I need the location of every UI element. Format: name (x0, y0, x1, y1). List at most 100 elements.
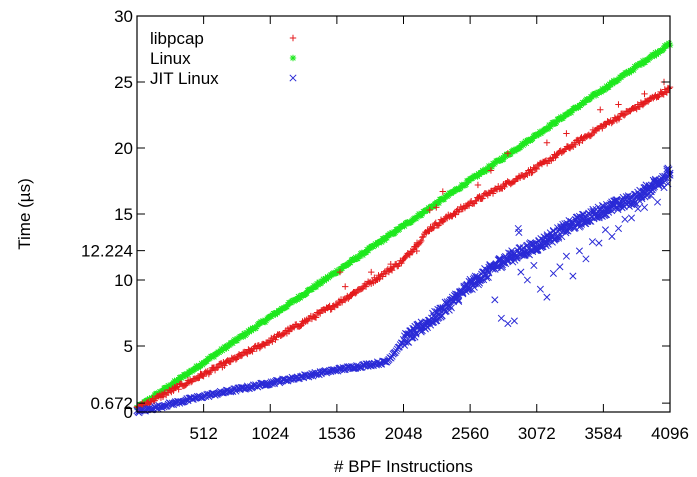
data-point (303, 290, 310, 297)
data-point (455, 297, 463, 306)
legend-label: libpcap (150, 29, 204, 48)
data-point-outlier (597, 106, 604, 113)
data-point-outlier (368, 268, 375, 276)
legend-marker (289, 34, 297, 42)
data-point (639, 101, 647, 109)
data-point (285, 328, 293, 335)
data-point-outlier (348, 291, 355, 298)
y-tick-label: 5 (124, 337, 133, 356)
data-point (197, 362, 204, 369)
data-point (387, 354, 395, 362)
data-point (391, 229, 399, 236)
data-point (253, 345, 260, 352)
data-point (318, 279, 325, 287)
data-point-outlier (615, 101, 622, 108)
data-point (522, 138, 529, 145)
data-point-outlier (474, 181, 482, 189)
data-point (542, 241, 550, 250)
data-point (364, 247, 372, 254)
data-point (392, 347, 400, 355)
data-point-outlier (410, 243, 418, 251)
data-point (452, 211, 459, 218)
data-point-outlier (517, 268, 525, 276)
data-point-outlier (653, 198, 662, 206)
data-point (420, 233, 427, 240)
data-point (609, 118, 616, 125)
data-point (416, 238, 424, 246)
data-point (556, 116, 563, 123)
data-point (455, 296, 463, 304)
data-point (338, 366, 346, 374)
data-point-outlier (582, 255, 590, 263)
x-axis-label: # BPF Instructions (334, 457, 473, 476)
data-point (529, 168, 536, 176)
legend-label: JIT Linux (150, 69, 219, 88)
data-point-outlier (387, 260, 394, 268)
data-point (246, 328, 253, 335)
data-point (141, 407, 149, 415)
data-point (309, 284, 317, 292)
data-point-outlier (433, 204, 440, 211)
data-point-outlier (569, 272, 577, 280)
data-point (163, 384, 171, 391)
data-point (200, 372, 207, 380)
data-point (581, 99, 588, 106)
data-point (217, 347, 224, 355)
data-point-outlier (536, 285, 544, 293)
data-point (182, 372, 190, 380)
data-point-outlier (491, 296, 499, 304)
data-point (533, 165, 540, 173)
data-point (658, 174, 666, 183)
data-point (665, 40, 673, 47)
x-tick-label: 1024 (251, 424, 289, 443)
data-point (297, 322, 304, 330)
data-point-outlier (608, 232, 616, 240)
data-point-outlier (556, 263, 564, 271)
data-point-outlier (647, 191, 655, 200)
legend-entry: JIT Linux (150, 69, 297, 88)
data-point-outlier (562, 252, 570, 260)
data-point (158, 404, 166, 412)
data-point (383, 234, 391, 242)
data-point-outlier (426, 206, 433, 214)
data-point-outlier (504, 150, 512, 157)
legend-marker (289, 74, 297, 82)
data-point-outlier (510, 317, 518, 325)
data-point (430, 203, 437, 210)
data-point (179, 398, 187, 406)
data-point (244, 350, 251, 358)
series-linux (133, 40, 674, 412)
data-point (419, 234, 426, 241)
y-tick-label: 15 (114, 205, 133, 224)
data-point (280, 330, 287, 338)
legend-marker (289, 54, 297, 62)
data-point (210, 353, 218, 361)
data-point (232, 356, 240, 363)
y-tick-label: 12.224 (81, 242, 133, 261)
data-point (459, 290, 467, 298)
data-point (362, 283, 370, 290)
data-point (592, 92, 600, 99)
data-point (662, 88, 670, 95)
data-point (159, 387, 167, 394)
data-point (233, 337, 241, 344)
data-point (473, 197, 480, 205)
data-point (244, 384, 252, 392)
data-point-outlier (439, 188, 446, 195)
x-tick-label: 3072 (518, 424, 556, 443)
data-point (206, 368, 214, 376)
data-point (244, 329, 251, 336)
data-point (356, 252, 363, 260)
x-tick-label: 2048 (385, 424, 423, 443)
data-point (345, 295, 352, 302)
data-point (430, 224, 437, 232)
data-point (520, 142, 527, 149)
data-point (552, 154, 559, 161)
data-point-outlier (601, 226, 610, 234)
data-point (312, 314, 320, 321)
data-point (447, 304, 455, 312)
data-point (440, 195, 448, 203)
